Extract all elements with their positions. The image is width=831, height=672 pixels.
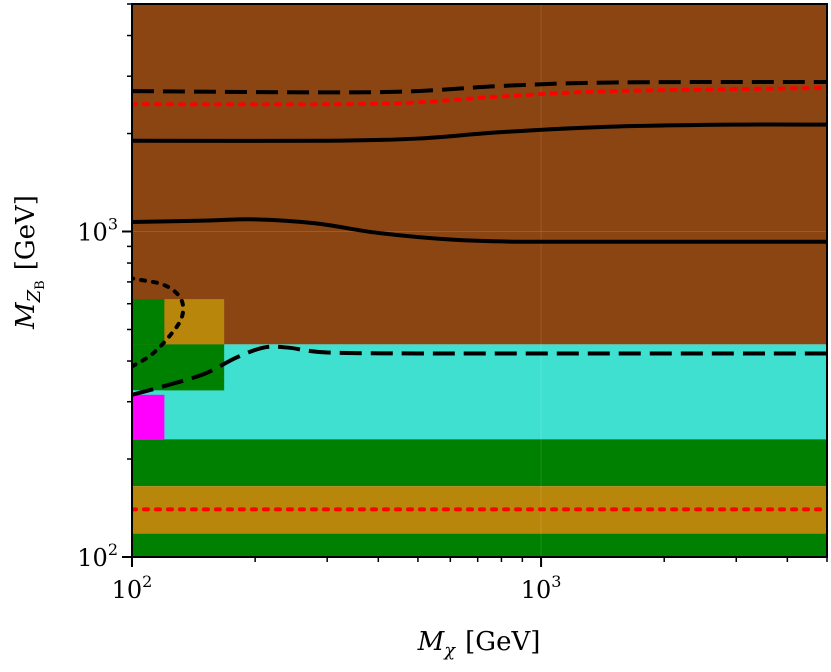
axis-ticks xyxy=(122,3,828,567)
contour-black-solid-0 xyxy=(132,217,827,244)
contour-red-dotted-3 xyxy=(132,85,827,107)
tick-labels: 102 103 102 103 xyxy=(77,215,561,604)
svg-text:MZB[GeV]: MZB[GeV] xyxy=(11,195,48,330)
grid-lines xyxy=(132,4,827,557)
y-tick-label-1: 103 xyxy=(77,215,118,247)
region-magenta-9 xyxy=(132,394,165,440)
heatmap-regions xyxy=(132,4,827,557)
region-brown-0 xyxy=(132,4,827,345)
contour-black-dashed-2 xyxy=(132,79,827,95)
y-axis-label: MZB[GeV] xyxy=(11,195,48,330)
region-turquoise-1 xyxy=(132,344,827,440)
contour-black-dashed-4 xyxy=(132,344,827,397)
plot-frame xyxy=(131,3,828,558)
x-axis-label: Mχ [GeV] xyxy=(417,627,541,661)
region-green-5 xyxy=(132,299,165,345)
x-tick-label-1: 103 xyxy=(521,572,562,604)
x-tick-label-0: 102 xyxy=(112,572,153,604)
y-tick-label-0: 102 xyxy=(77,540,118,572)
contour-black-dotted-5 xyxy=(132,276,186,369)
contour-black-solid-1 xyxy=(132,122,827,143)
contour-curves xyxy=(132,79,827,512)
region-green-4 xyxy=(132,533,827,557)
region-goldenrod-6 xyxy=(164,299,225,345)
region-green-2 xyxy=(132,439,827,487)
